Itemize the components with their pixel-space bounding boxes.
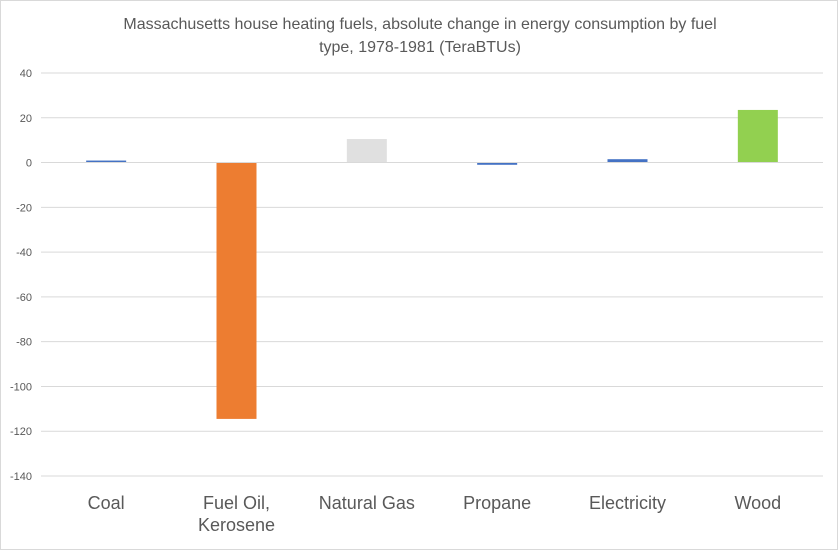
y-tick-label: 40 — [20, 68, 32, 80]
y-tick-label: 20 — [20, 113, 32, 125]
x-category-label: Wood — [734, 493, 781, 513]
y-tick-label: 0 — [26, 158, 32, 170]
chart-title-line-2: type, 1978-1981 (TeraBTUs) — [319, 39, 521, 56]
bar — [737, 109, 778, 163]
x-category-label-line: Natural Gas — [319, 493, 415, 513]
y-tick-label: -20 — [16, 202, 32, 214]
chart-title-line-1: Massachusetts house heating fuels, absol… — [123, 16, 717, 33]
x-category-label-line: Propane — [463, 493, 531, 513]
x-category-label-line: Wood — [734, 493, 781, 513]
y-tick-label: -80 — [16, 337, 32, 349]
y-tick-label: -140 — [10, 471, 32, 483]
bar — [477, 162, 518, 165]
y-tick-label: -40 — [16, 247, 32, 259]
x-category-label-line: Kerosene — [198, 515, 275, 535]
bar — [216, 162, 257, 419]
y-tick-label: -100 — [10, 381, 32, 393]
x-category-label: Electricity — [589, 493, 666, 513]
x-category-label-line: Electricity — [589, 493, 666, 513]
y-tick-label: -120 — [10, 426, 32, 438]
x-category-label: Natural Gas — [319, 493, 415, 513]
y-tick-label: -60 — [16, 292, 32, 304]
x-category-label-line: Fuel Oil, — [203, 493, 270, 513]
x-category-label: Propane — [463, 493, 531, 513]
bar — [346, 139, 387, 163]
bar — [607, 159, 648, 163]
x-category-label: Fuel Oil, Kerosene — [198, 493, 275, 535]
x-category-label-line: Coal — [88, 493, 125, 513]
chart-title: Massachusetts house heating fuels, absol… — [1, 13, 838, 59]
x-category-label: Coal — [88, 493, 125, 513]
bar — [86, 160, 127, 163]
